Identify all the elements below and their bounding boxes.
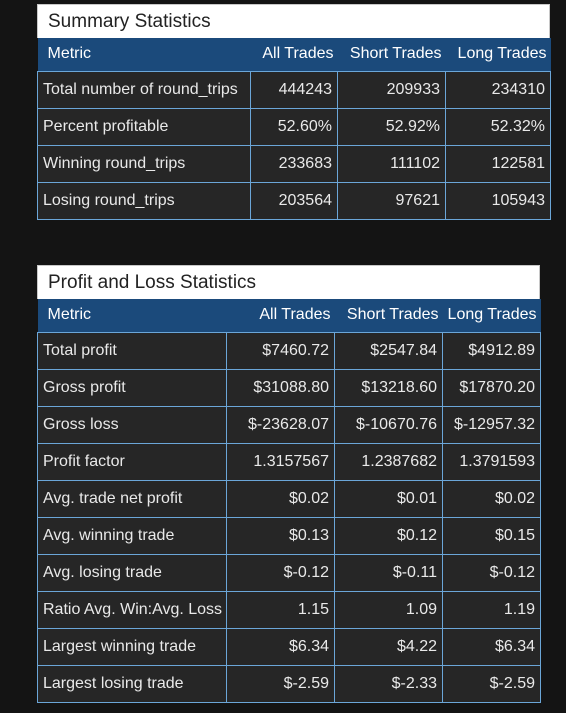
all-trades-value: 52.60%: [250, 107, 338, 146]
short-trades-value: 209933: [337, 70, 446, 109]
metric-label: Avg. trade net profit: [37, 479, 227, 518]
metric-label: Winning round_trips: [37, 144, 251, 183]
column-header-metric: Metric: [37, 299, 227, 332]
long-trades-value: $-2.59: [442, 664, 541, 703]
table-row: Avg. trade net profit $0.02 $0.01 $0.02: [37, 479, 541, 518]
summary-header-row: Metric All Trades Short Trades Long Trad…: [37, 38, 551, 71]
short-trades-value: 52.92%: [337, 107, 446, 146]
column-header-short-trades: Short Trades: [334, 299, 443, 332]
table-row: Largest losing trade $-2.59 $-2.33 $-2.5…: [37, 664, 541, 703]
metric-label: Profit factor: [37, 442, 227, 481]
long-trades-value: 122581: [445, 144, 551, 183]
profit-loss-statistics-title: Profit and Loss Statistics: [37, 265, 540, 299]
long-trades-value: 1.3791593: [442, 442, 541, 481]
summary-statistics-panel: Summary Statistics Metric All Trades Sho…: [37, 4, 551, 220]
metric-label: Largest losing trade: [37, 664, 227, 703]
table-row: Largest winning trade $6.34 $4.22 $6.34: [37, 627, 541, 666]
short-trades-value: 1.09: [334, 590, 443, 629]
all-trades-value: 233683: [250, 144, 338, 183]
table-row: Ratio Avg. Win:Avg. Loss 1.15 1.09 1.19: [37, 590, 541, 629]
metric-label: Ratio Avg. Win:Avg. Loss: [37, 590, 227, 629]
all-trades-value: $31088.80: [226, 368, 335, 407]
all-trades-value: $-2.59: [226, 664, 335, 703]
all-trades-value: $-0.12: [226, 553, 335, 592]
all-trades-value: 1.3157567: [226, 442, 335, 481]
short-trades-value: 111102: [337, 144, 446, 183]
metric-label: Losing round_trips: [37, 181, 251, 220]
short-trades-value: $13218.60: [334, 368, 443, 407]
short-trades-value: 97621: [337, 181, 446, 220]
long-trades-value: $-0.12: [442, 553, 541, 592]
all-trades-value: $-23628.07: [226, 405, 335, 444]
long-trades-value: $17870.20: [442, 368, 541, 407]
all-trades-value: $6.34: [226, 627, 335, 666]
column-header-all-trades: All Trades: [250, 38, 338, 71]
metric-label: Percent profitable: [37, 107, 251, 146]
long-trades-value: $6.34: [442, 627, 541, 666]
all-trades-value: 203564: [250, 181, 338, 220]
summary-statistics-title: Summary Statistics: [37, 4, 550, 38]
long-trades-value: $0.02: [442, 479, 541, 518]
summary-statistics-table: Metric All Trades Short Trades Long Trad…: [37, 38, 551, 220]
column-header-all-trades: All Trades: [226, 299, 335, 332]
short-trades-value: $0.01: [334, 479, 443, 518]
short-trades-value: $2547.84: [334, 331, 443, 370]
short-trades-value: 1.2387682: [334, 442, 443, 481]
table-row: Profit factor 1.3157567 1.2387682 1.3791…: [37, 442, 541, 481]
column-header-metric: Metric: [37, 38, 251, 71]
metric-label: Gross loss: [37, 405, 227, 444]
short-trades-value: $-0.11: [334, 553, 443, 592]
metric-label: Avg. winning trade: [37, 516, 227, 555]
table-row: Avg. losing trade $-0.12 $-0.11 $-0.12: [37, 553, 541, 592]
metric-label: Largest winning trade: [37, 627, 227, 666]
metric-label: Total number of round_trips: [37, 70, 251, 109]
table-row: Gross profit $31088.80 $13218.60 $17870.…: [37, 368, 541, 407]
all-trades-value: $0.13: [226, 516, 335, 555]
pnl-header-row: Metric All Trades Short Trades Long Trad…: [37, 299, 541, 332]
profit-loss-statistics-table: Metric All Trades Short Trades Long Trad…: [37, 299, 541, 703]
short-trades-value: $4.22: [334, 627, 443, 666]
column-header-short-trades: Short Trades: [337, 38, 446, 71]
long-trades-value: 105943: [445, 181, 551, 220]
short-trades-value: $0.12: [334, 516, 443, 555]
all-trades-value: 1.15: [226, 590, 335, 629]
table-row: Winning round_trips 233683 111102 122581: [37, 144, 551, 183]
short-trades-value: $-2.33: [334, 664, 443, 703]
all-trades-value: $0.02: [226, 479, 335, 518]
metric-label: Gross profit: [37, 368, 227, 407]
metric-label: Total profit: [37, 331, 227, 370]
table-row: Gross loss $-23628.07 $-10670.76 $-12957…: [37, 405, 541, 444]
long-trades-value: $4912.89: [442, 331, 541, 370]
table-row: Total profit $7460.72 $2547.84 $4912.89: [37, 331, 541, 370]
table-row: Percent profitable 52.60% 52.92% 52.32%: [37, 107, 551, 146]
long-trades-value: $0.15: [442, 516, 541, 555]
profit-loss-statistics-panel: Profit and Loss Statistics Metric All Tr…: [37, 265, 541, 703]
table-row: Losing round_trips 203564 97621 105943: [37, 181, 551, 220]
metric-label: Avg. losing trade: [37, 553, 227, 592]
table-row: Avg. winning trade $0.13 $0.12 $0.15: [37, 516, 541, 555]
long-trades-value: 1.19: [442, 590, 541, 629]
long-trades-value: $-12957.32: [442, 405, 541, 444]
column-header-long-trades: Long Trades: [445, 38, 551, 71]
table-row: Total number of round_trips 444243 20993…: [37, 70, 551, 109]
column-header-long-trades: Long Trades: [442, 299, 541, 332]
all-trades-value: 444243: [250, 70, 338, 109]
all-trades-value: $7460.72: [226, 331, 335, 370]
long-trades-value: 234310: [445, 70, 551, 109]
short-trades-value: $-10670.76: [334, 405, 443, 444]
long-trades-value: 52.32%: [445, 107, 551, 146]
